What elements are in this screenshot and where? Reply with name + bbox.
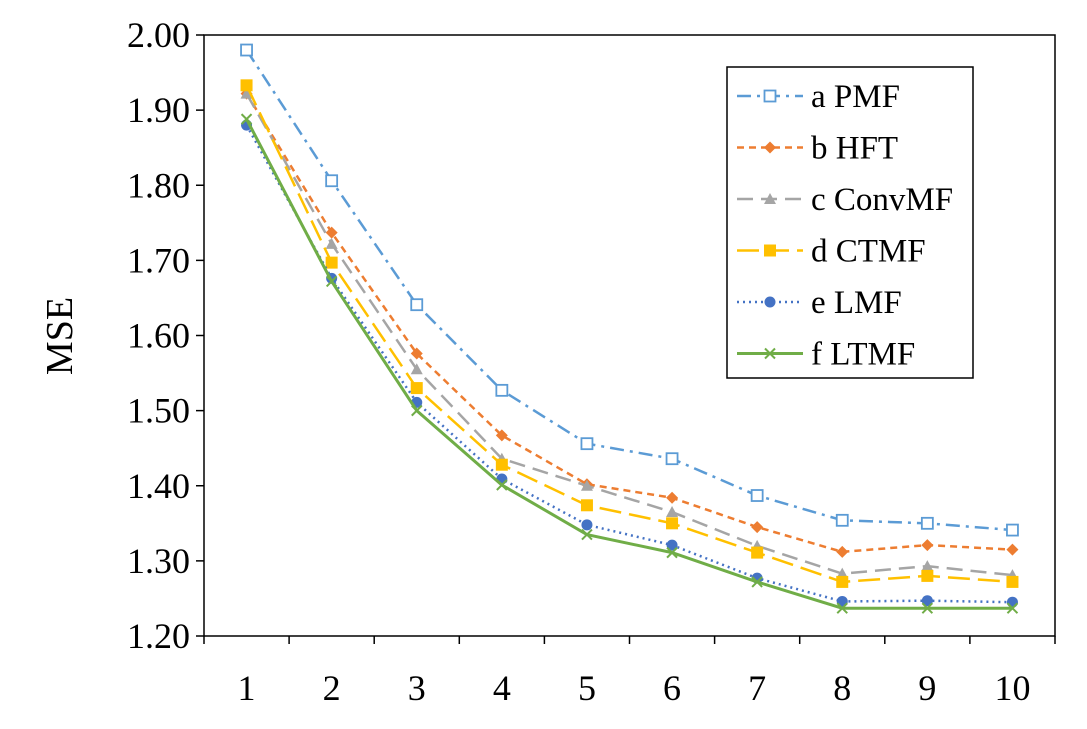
y-tick-label: 1.90 (127, 90, 190, 130)
data-point (666, 546, 678, 559)
data-point (496, 479, 508, 491)
data-point (580, 437, 594, 451)
y-tick-label: 1.70 (127, 240, 190, 280)
data-point (666, 506, 679, 518)
data-point (240, 79, 253, 92)
legend-label: e LMF (811, 285, 902, 321)
data-point (921, 569, 934, 582)
x-tick-label: 2 (323, 668, 341, 708)
data-point (1006, 523, 1019, 537)
series-line (245, 92, 1013, 554)
data-point (665, 452, 679, 466)
x-tick-label: 1 (238, 668, 256, 708)
data-point (580, 479, 593, 491)
y-axis-label: MSE (39, 297, 81, 375)
data-point (580, 499, 593, 512)
x-tick-label: 4 (493, 668, 511, 708)
x-tick-label: 6 (663, 668, 681, 708)
data-point (410, 347, 423, 360)
legend-label: f LTMF (811, 337, 915, 373)
legend-marker (764, 244, 776, 257)
x-tick-label: 3 (408, 668, 426, 708)
series-line (245, 92, 1013, 577)
x-tick-label: 9 (918, 668, 936, 708)
legend-label: a PMF (811, 79, 900, 115)
data-point (750, 489, 764, 502)
data-point (836, 567, 849, 579)
y-tick-label: 1.30 (127, 541, 190, 581)
x-tick-label: 8 (833, 668, 851, 708)
legend: a PMF b HFT c ConvMF d CTMF e LMF f LTMF (726, 66, 974, 379)
data-point (836, 602, 848, 614)
data-point (836, 545, 849, 558)
data-point (835, 513, 849, 527)
series-0 (240, 43, 1019, 537)
data-point (666, 517, 679, 530)
series-line (245, 124, 1013, 604)
data-point (581, 519, 593, 531)
series-line (245, 118, 1013, 610)
data-point (495, 458, 508, 471)
data-point (240, 113, 253, 125)
plot-area: 1.20 1.30 1.40 1.50 1.60 1.70 1.80 1.90 2.00 1 2 3 4… (127, 15, 1056, 708)
data-point (325, 226, 338, 239)
data-point (666, 539, 678, 551)
data-point (325, 237, 338, 249)
legend-label: b HFT (811, 131, 898, 167)
x-tick-label: 5 (578, 668, 596, 708)
data-point (325, 256, 338, 269)
data-point (1006, 602, 1019, 614)
data-point (240, 87, 253, 99)
legend-marker (764, 347, 776, 360)
data-point (240, 43, 253, 57)
x-tick-label: 7 (748, 668, 766, 708)
series-line (245, 84, 1013, 584)
data-point (920, 516, 934, 530)
x-tick-label: 10 (994, 668, 1030, 708)
data-point (410, 298, 424, 312)
y-tick-label: 1.20 (127, 616, 190, 656)
legend-marker (764, 141, 776, 154)
data-point (921, 560, 934, 572)
data-point (410, 382, 423, 395)
data-point (921, 595, 933, 607)
y-tick-label: 1.60 (127, 316, 190, 356)
data-point (1006, 596, 1018, 608)
data-point (751, 546, 764, 559)
legend-label: d CTMF (811, 234, 926, 270)
data-point (495, 383, 509, 397)
legend-marker (764, 193, 776, 204)
data-point (410, 363, 423, 375)
y-tick-label: 2.00 (127, 15, 190, 55)
data-point (325, 174, 339, 188)
legend-marker (764, 296, 776, 308)
data-point (325, 275, 338, 288)
data-point (921, 539, 934, 552)
data-point (751, 521, 764, 534)
data-point (921, 602, 934, 614)
legend-label: c ConvMF (811, 182, 953, 218)
data-point (1006, 575, 1019, 588)
data-point (836, 575, 849, 588)
data-point (581, 528, 593, 541)
data-point (495, 429, 508, 442)
data-point (666, 491, 679, 504)
series-3 (240, 79, 1019, 588)
series-5 (240, 113, 1019, 614)
data-point (751, 576, 763, 588)
data-point (411, 404, 423, 417)
y-tick-label: 1.80 (127, 165, 190, 205)
y-tick-label: 1.40 (127, 466, 190, 506)
legend-marker (763, 89, 777, 103)
series-2 (240, 87, 1019, 581)
data-point (1006, 543, 1019, 556)
legend-box (726, 66, 974, 379)
y-tick-label: 1.50 (127, 391, 190, 431)
